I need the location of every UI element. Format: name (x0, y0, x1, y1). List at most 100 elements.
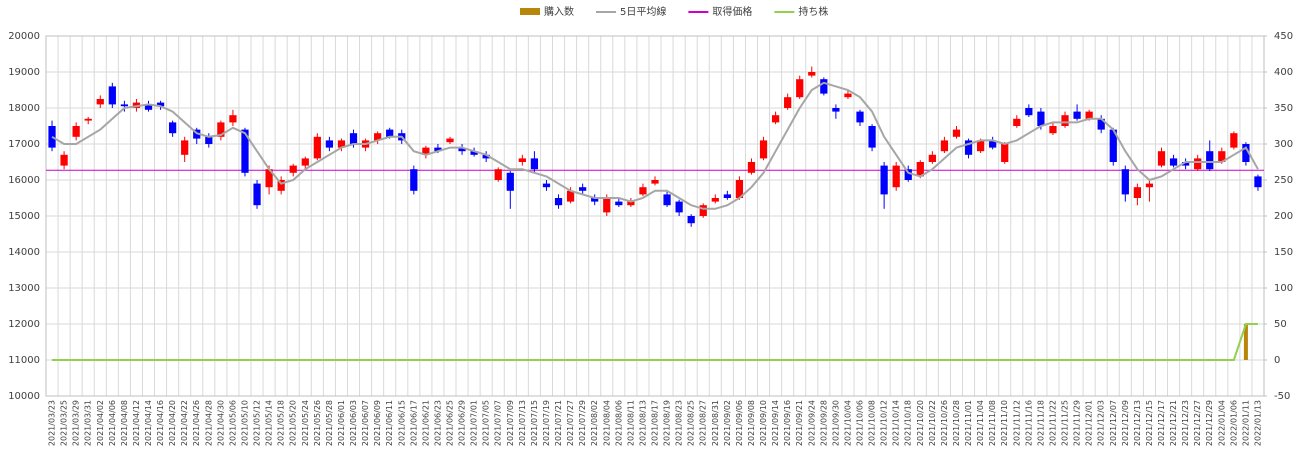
legend-label: 持ち株 (798, 5, 828, 18)
x-tick-label: 2021/07/05 (482, 400, 491, 446)
y-tick-label: 12000 (8, 319, 40, 330)
candle-body (1133, 187, 1141, 198)
y2-tick-label: 100 (1274, 283, 1293, 294)
x-tick-label: 2021/10/20 (916, 400, 925, 446)
candle-body (735, 180, 744, 198)
x-tick-label: 2022/01/11 (1241, 400, 1250, 446)
y2-tick-label: 450 (1274, 31, 1293, 42)
candle-body (916, 162, 924, 177)
x-tick-label: 2021/07/27 (566, 400, 575, 446)
candle-body (989, 140, 997, 148)
candle-body (723, 194, 731, 198)
x-tick-label: 2021/05/06 (228, 400, 237, 446)
x-tick-label: 2021/05/20 (289, 400, 298, 446)
candle-body (796, 79, 804, 98)
candle-body (1025, 108, 1033, 116)
candle-body (771, 115, 780, 123)
x-tick-label: 2021/04/12 (132, 400, 141, 446)
candle-body (747, 162, 756, 173)
candle-body (1242, 144, 1250, 162)
candle-body (518, 158, 526, 162)
y2-tick-label: 50 (1274, 319, 1287, 330)
x-tick-label: 2021/09/28 (819, 400, 828, 446)
x-tick-label: 2021/05/26 (313, 400, 322, 446)
y-tick-label: 16000 (8, 175, 40, 186)
x-tick-label: 2021/09/14 (771, 400, 780, 446)
x-tick-label: 2021/11/08 (988, 400, 997, 446)
x-tick-label: 2021/08/06 (614, 400, 623, 446)
x-tick-label: 2021/04/22 (180, 400, 189, 446)
y2-tick-label: 400 (1274, 67, 1293, 78)
x-tick-label: 2021/04/06 (108, 400, 117, 446)
candle-body (663, 194, 671, 206)
x-tick-label: 2021/11/16 (1024, 400, 1033, 446)
legend-label: 購入数 (544, 5, 574, 18)
candle-body (313, 136, 321, 159)
candle-body (579, 187, 587, 191)
x-tick-label: 2021/08/27 (699, 400, 708, 446)
x-tick-label: 2021/08/23 (675, 400, 684, 446)
candle-body (84, 118, 92, 121)
candle-body (1194, 158, 1202, 170)
candle-body (542, 183, 551, 188)
candle-body (120, 104, 129, 107)
candle-body (940, 140, 949, 152)
x-tick-label: 2022/01/06 (1229, 400, 1238, 446)
x-tick-label: 2021/09/08 (747, 400, 756, 446)
x-tick-label: 2021/04/02 (96, 400, 105, 446)
x-tick-label: 2021/08/25 (687, 400, 696, 446)
x-tick-label: 2021/08/11 (626, 400, 635, 446)
x-tick-label: 2021/07/07 (494, 400, 503, 446)
x-tick-label: 2021/10/28 (952, 400, 961, 446)
x-tick-label: 2021/08/17 (651, 400, 660, 446)
candle-body (289, 165, 297, 173)
candle-body (349, 133, 358, 144)
x-tick-label: 2021/12/17 (1157, 400, 1166, 446)
candle-body (1121, 169, 1129, 195)
x-tick-label: 2021/07/09 (506, 400, 515, 446)
y2-tick-label: 150 (1274, 247, 1293, 258)
candle-body (627, 201, 635, 206)
x-tick-label: 2021/10/06 (856, 400, 865, 446)
candle-body (386, 129, 394, 137)
y-tick-label: 13000 (8, 283, 40, 294)
x-tick-label: 2021/07/01 (470, 400, 479, 446)
candle-body (60, 154, 68, 166)
candle-body (1145, 183, 1154, 188)
candle-body (759, 140, 768, 159)
candle-body (506, 172, 514, 191)
x-tick-label: 2021/07/29 (578, 400, 587, 446)
x-tick-label: 2021/12/09 (1121, 400, 1130, 446)
plot-frame (45, 35, 1265, 397)
candle-body (169, 122, 177, 134)
x-tick-label: 2021/06/17 (409, 400, 418, 446)
x-tick-label: 2021/05/12 (253, 400, 262, 446)
x-tick-label: 2021/04/14 (144, 400, 153, 446)
x-tick-label: 2021/09/21 (795, 400, 804, 446)
x-tick-label: 2021/06/29 (458, 400, 467, 446)
x-tick-label: 2021/06/11 (385, 400, 394, 446)
x-tick-label: 2021/08/04 (602, 400, 611, 446)
candle-body (687, 216, 695, 224)
x-tick-label: 2021/04/26 (192, 400, 201, 446)
x-tick-label: 2021/03/23 (48, 400, 57, 446)
candle-body (530, 158, 539, 170)
x-tick-label: 2021/04/20 (168, 400, 177, 446)
bar (1243, 324, 1248, 360)
candle-body (72, 126, 80, 137)
candle-body (566, 190, 575, 202)
legend-label: 5日平均線 (620, 5, 666, 18)
candle-body (904, 169, 912, 180)
x-tick-label: 2021/07/13 (518, 400, 527, 446)
y-tick-label: 10000 (8, 391, 40, 402)
candle-body (976, 140, 985, 152)
y-tick-label: 19000 (8, 67, 40, 78)
x-tick-label: 2021/06/21 (421, 400, 430, 446)
candle-body (96, 99, 104, 105)
x-tick-label: 2021/11/01 (964, 400, 973, 446)
x-tick-label: 2021/06/01 (337, 400, 346, 446)
candle-body (301, 158, 309, 166)
y2-tick-label: 0 (1274, 355, 1280, 366)
candle-body (229, 115, 237, 123)
candle-body (325, 140, 334, 148)
